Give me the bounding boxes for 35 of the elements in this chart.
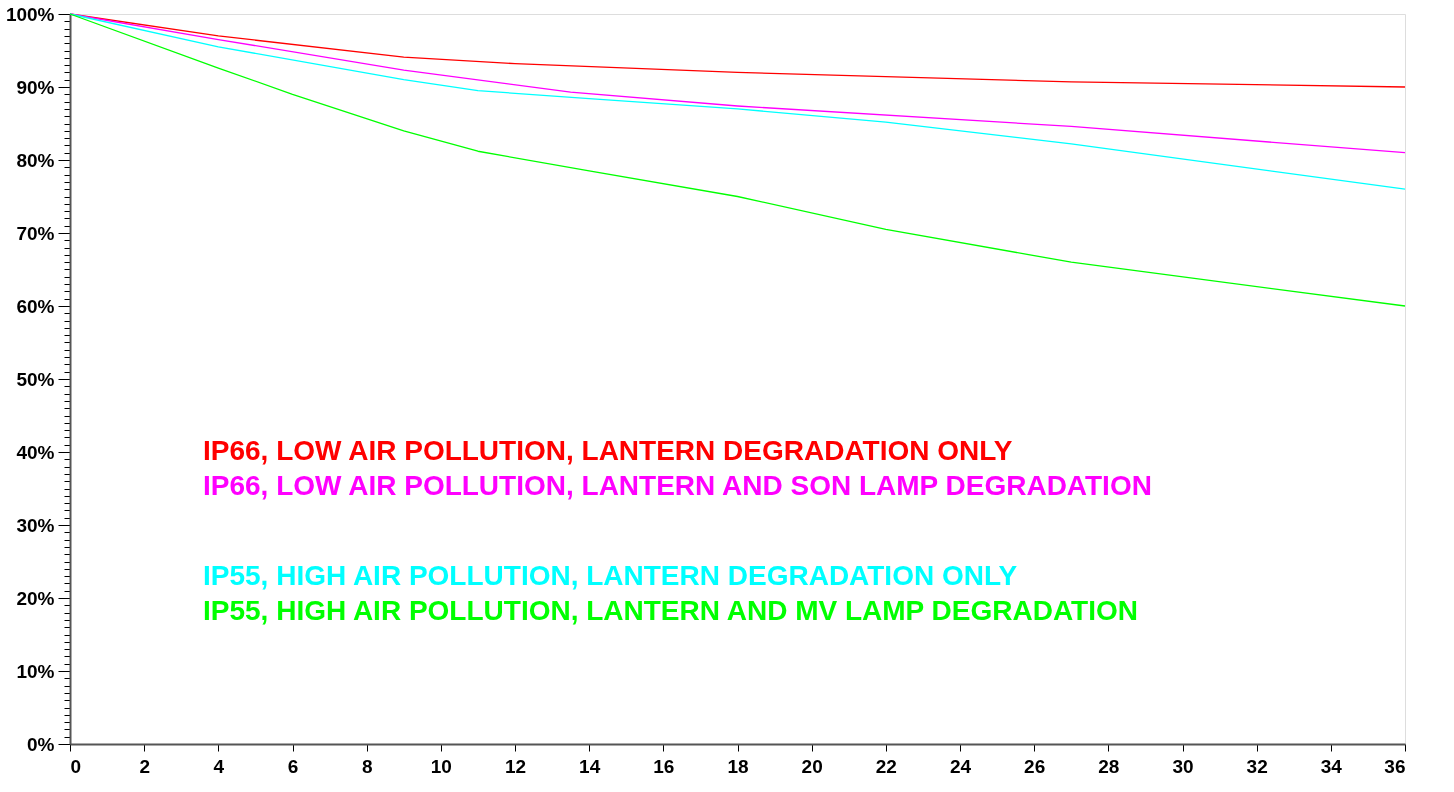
x-tick-label: 4 — [213, 755, 225, 777]
line-series — [69, 13, 1406, 307]
x-tick-label: 12 — [504, 755, 527, 777]
y-tick-label: 10% — [16, 660, 55, 682]
y-tick-label: 50% — [16, 368, 55, 390]
y-tick-label: 40% — [16, 441, 55, 463]
x-tick-label: 10 — [430, 755, 452, 777]
y-tick-label: 30% — [16, 514, 55, 536]
x-tick-label: 20 — [801, 755, 823, 777]
x-tick-label: 18 — [727, 755, 749, 777]
x-tick-label: 14 — [579, 755, 601, 777]
y-tick-label: 100% — [5, 3, 55, 25]
x-tick-label: 0 — [70, 755, 82, 777]
y-tick-label: 20% — [16, 587, 55, 609]
y-tick-label: 0% — [27, 733, 55, 755]
x-tick-label: 24 — [949, 755, 972, 777]
text: IP66, LOW AIR POLLUTION, LANTERN DEGRADATION ONLY — [203, 435, 1013, 466]
x-tick-label: 16 — [653, 755, 675, 777]
text: IP66, LOW AIR POLLUTION, LANTERN AND SON LAMP DEGRADATION — [203, 470, 1152, 501]
y-tick-label: 90% — [16, 76, 55, 98]
x-tick-label: 8 — [361, 755, 373, 777]
text: IP55, HIGH AIR POLLUTION, LANTERN AND MV LAMP DEGRADATION — [203, 595, 1138, 626]
x-tick-label: 36 — [1384, 755, 1406, 777]
x-tick-label: 2 — [139, 755, 150, 777]
x-tick-label: 6 — [287, 755, 299, 777]
x-tick-label: 26 — [1024, 755, 1046, 777]
y-tick-label: 80% — [16, 149, 55, 171]
y-tick-label: 60% — [16, 295, 55, 317]
x-tick-label: 30 — [1172, 755, 1194, 777]
x-tick-label: 28 — [1098, 755, 1120, 777]
text: IP55, HIGH AIR POLLUTION, LANTERN DEGRADATION ONLY — [203, 560, 1018, 591]
x-tick-label: 22 — [875, 755, 897, 777]
x-tick-label: 32 — [1246, 755, 1268, 777]
y-tick-label: 70% — [16, 222, 55, 244]
x-tick-label: 34 — [1320, 755, 1343, 777]
